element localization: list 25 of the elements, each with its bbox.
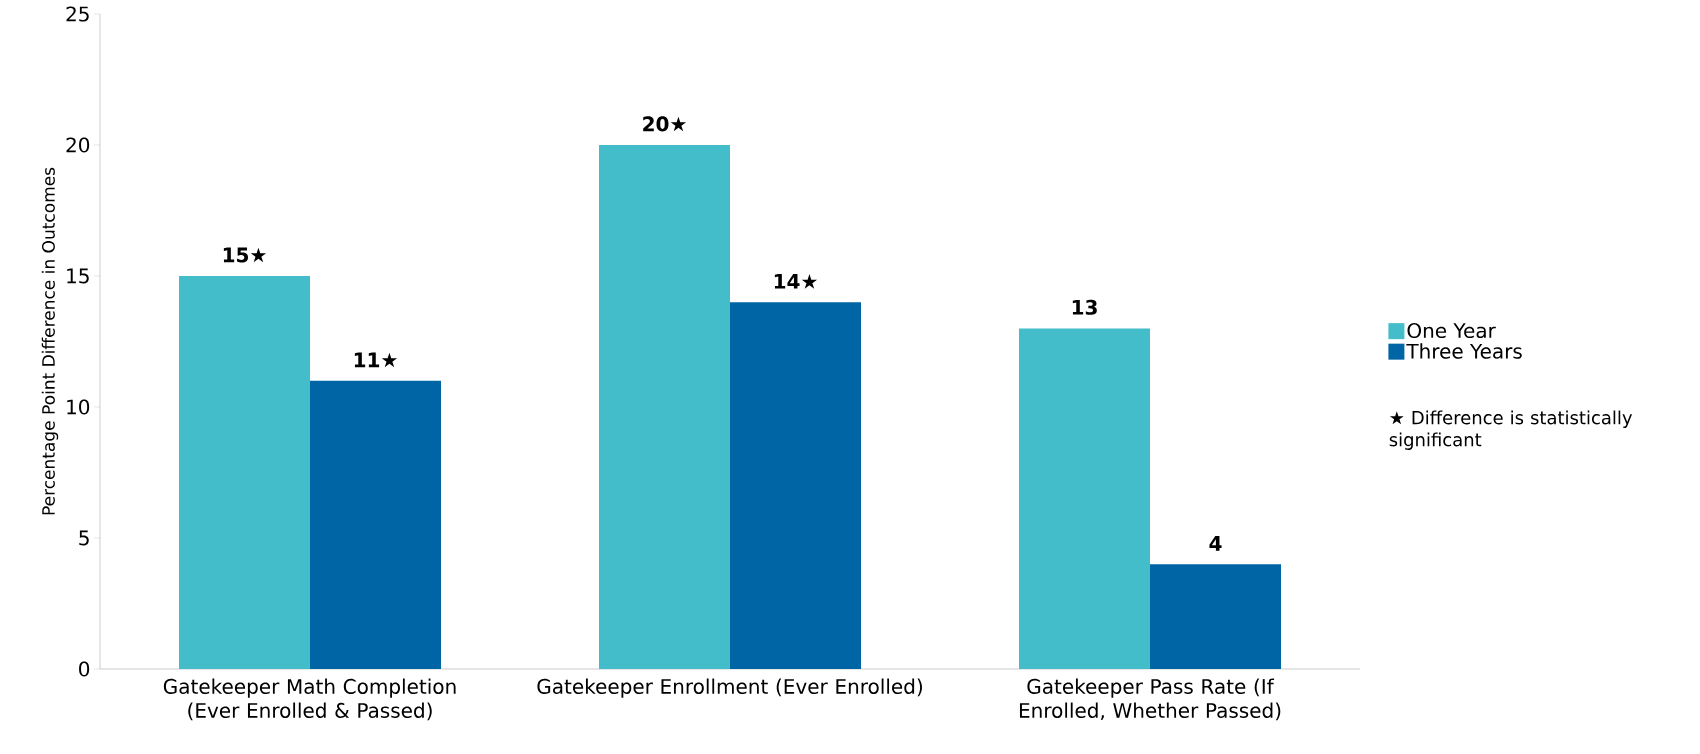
y-tick-label: 15 — [67, 268, 89, 284]
bar — [599, 144, 730, 669]
bar — [179, 276, 310, 669]
bar — [1150, 564, 1281, 669]
x-tick-label: Gatekeeper Enrollment (Ever Enrolled) — [537, 678, 922, 698]
legend-label: One Year — [1407, 322, 1496, 339]
data-label: 4 — [1209, 536, 1222, 551]
x-tick-label: Gatekeeper Math Completion (Ever Enrolled & Passed) — [163, 678, 456, 721]
y-tick-label: 25 — [66, 6, 89, 22]
text: ★ Difference is statistically significant — [1389, 410, 1633, 450]
y-axis-title: Percentage Point Difference in Outcomes — [41, 167, 59, 515]
data-label: 13 — [1072, 299, 1097, 315]
legend-label: Three Years — [1406, 343, 1522, 359]
bar — [1019, 328, 1150, 669]
data-label: 11★ — [354, 352, 398, 368]
bar — [730, 302, 861, 669]
bar — [310, 380, 441, 669]
data-label: 15★ — [223, 247, 267, 263]
x-tick-label: Gatekeeper Pass Rate (If Enrolled, Whether Passed) — [1019, 678, 1281, 721]
y-tick-label: 5 — [79, 530, 89, 546]
y-tick-label: 10 — [67, 399, 90, 415]
data-label: 14★ — [774, 274, 818, 289]
y-tick-label: 20 — [66, 137, 90, 153]
data-label: 20★ — [643, 116, 687, 132]
y-tick-label: 0 — [79, 661, 90, 677]
